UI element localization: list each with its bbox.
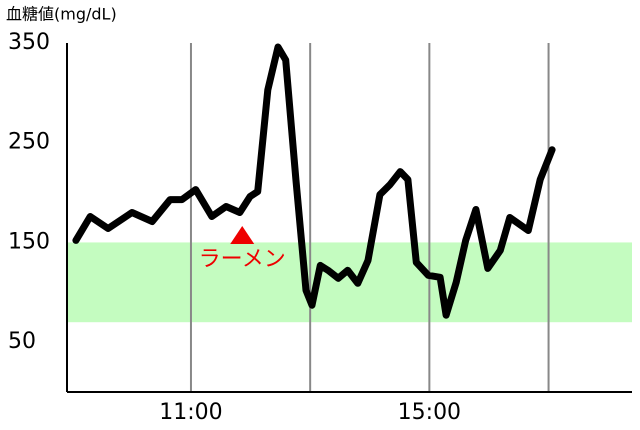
y-tick-label: 350 [8, 30, 50, 55]
annotation-marker [230, 226, 255, 244]
y-tick-label: 50 [8, 329, 36, 354]
y-tick-label: 150 [8, 229, 50, 254]
y-axis-label: 血糖値(mg/dL) [6, 5, 117, 24]
x-tick-label: 11:00 [159, 400, 222, 425]
annotation-text: ラーメン [199, 247, 286, 272]
glucose-line [72, 43, 556, 319]
target-range [67, 242, 632, 323]
x-tick-label: 15:00 [398, 400, 461, 425]
y-tick-label: 250 [8, 130, 50, 155]
